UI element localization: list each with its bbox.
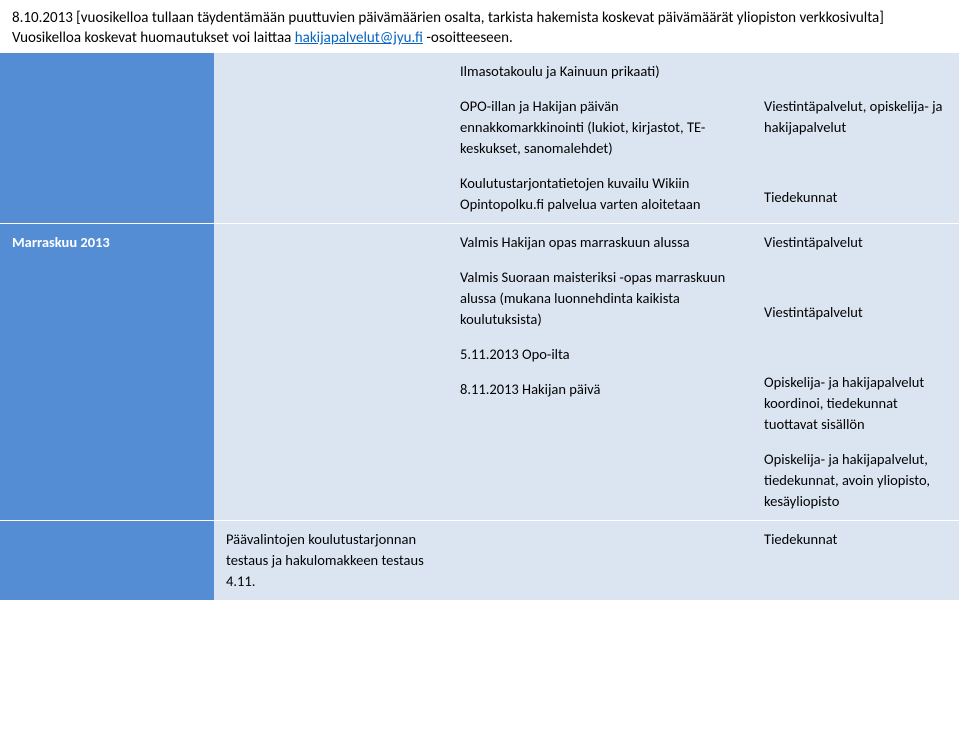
header-line2-post: -osoitteeseen. <box>423 29 513 47</box>
header-line1: 8.10.2013 [vuosikelloa tullaan täydentäm… <box>12 9 884 27</box>
cell-month: Marraskuu 2013 <box>0 223 214 520</box>
responsible-text: Viestintäpalvelut <box>764 302 947 323</box>
cell-month-empty <box>0 520 214 600</box>
responsible-text: Viestintäpalvelut, opiskelija- ja hakija… <box>764 96 947 138</box>
responsible-text: Opiskelija- ja hakijapalvelut koordinoi,… <box>764 372 947 435</box>
activity-text: 5.11.2013 Opo-ilta <box>460 344 740 365</box>
schedule-table: Ilmasotakoulu ja Kainuun prikaati) OPO-i… <box>0 53 959 600</box>
cell-empty <box>448 520 752 600</box>
activity-text: Koulutustarjontatietojen kuvailu Wikiin … <box>460 173 740 215</box>
cell-responsible: Viestintäpalvelut Viestintäpalvelut Opis… <box>752 223 959 520</box>
activity-text: Ilmasotakoulu ja Kainuun prikaati) <box>460 61 740 82</box>
table-row: Ilmasotakoulu ja Kainuun prikaati) OPO-i… <box>0 53 959 224</box>
header-line2-pre: Vuosikelloa koskevat huomautukset voi la… <box>12 29 295 47</box>
activity-text: Valmis Hakijan opas marraskuun alussa <box>460 232 740 253</box>
activity-text: OPO-illan ja Hakijan päivän ennakkomarkk… <box>460 96 740 159</box>
cell-empty <box>214 223 448 520</box>
cell-empty <box>214 53 448 224</box>
header-note: 8.10.2013 [vuosikelloa tullaan täydentäm… <box>0 0 959 53</box>
header-email-link[interactable]: hakijapalvelut@jyu.fi <box>295 29 423 47</box>
responsible-text: Viestintäpalvelut <box>764 232 947 253</box>
cell-responsible: Viestintäpalvelut, opiskelija- ja hakija… <box>752 53 959 224</box>
activity-text: Valmis Suoraan maisteriksi -opas marrask… <box>460 267 740 330</box>
table-row: Päävalintojen koulutustarjonnan testaus … <box>0 520 959 600</box>
responsible-text: Opiskelija- ja hakijapalvelut, tiedekunn… <box>764 449 947 512</box>
cell-activities: Ilmasotakoulu ja Kainuun prikaati) OPO-i… <box>448 53 752 224</box>
responsible-text: Tiedekunnat <box>764 187 947 208</box>
cell-responsible: Tiedekunnat <box>752 520 959 600</box>
table-row: Marraskuu 2013 Valmis Hakijan opas marra… <box>0 223 959 520</box>
cell-month-empty <box>0 53 214 224</box>
activity-text: 8.11.2013 Hakijan päivä <box>460 379 740 400</box>
cell-activities: Valmis Hakijan opas marraskuun alussa Va… <box>448 223 752 520</box>
cell-task: Päävalintojen koulutustarjonnan testaus … <box>214 520 448 600</box>
